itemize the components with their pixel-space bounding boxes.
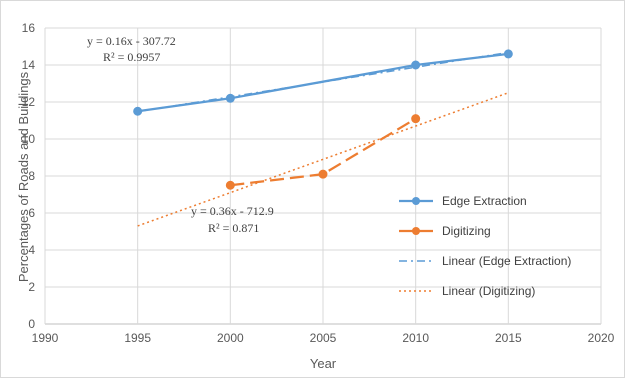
data-point <box>503 49 513 59</box>
edge-trend-equation: y = 0.16x - 307.72 <box>87 34 176 48</box>
x-tick-label: 2015 <box>495 331 522 345</box>
data-point <box>133 106 143 116</box>
data-points <box>133 49 513 190</box>
legend-item-linear-digitizing: Linear (Digitizing) <box>399 284 535 298</box>
trendline-digitizing <box>137 92 509 227</box>
legend-item-linear-edge-extraction: Linear (Edge Extraction) <box>399 254 571 268</box>
legend-marker-digitizing <box>412 227 420 235</box>
legend: Edge Extraction Digitizing Linear (Edge … <box>399 194 571 298</box>
data-point <box>318 169 328 179</box>
y-tick-label: 10 <box>22 132 36 146</box>
y-tick-label: 4 <box>28 243 35 257</box>
x-tick-label: 2010 <box>402 331 429 345</box>
x-tick-label: 2000 <box>217 331 244 345</box>
data-point <box>411 60 421 70</box>
legend-item-edge-extraction: Edge Extraction <box>399 194 527 208</box>
y-axis-title: Percentages of Roads and Buildings <box>16 71 31 282</box>
data-point <box>225 93 235 103</box>
x-tick-label: 2005 <box>310 331 337 345</box>
legend-item-digitizing: Digitizing <box>399 224 491 238</box>
digitizing-trend-equation: y = 0.36x - 712.9 <box>191 204 274 218</box>
y-tick-label: 2 <box>28 280 35 294</box>
data-point <box>411 114 421 124</box>
y-tick-label: 14 <box>22 58 36 72</box>
x-tick-label: 2020 <box>588 331 615 345</box>
legend-label-edge-extraction: Edge Extraction <box>442 194 527 208</box>
edge-trend-r2: R² = 0.9957 <box>103 50 160 64</box>
y-tick-label: 16 <box>22 21 36 35</box>
legend-label-linear-edge-extraction: Linear (Edge Extraction) <box>442 254 571 268</box>
legend-marker-edge-extraction <box>412 197 420 205</box>
x-tick-label: 1990 <box>32 331 59 345</box>
y-tick-label: 12 <box>22 95 36 109</box>
digitizing-trend-r2: R² = 0.871 <box>208 221 259 235</box>
legend-label-linear-digitizing: Linear (Digitizing) <box>442 284 535 298</box>
y-tick-label: 0 <box>28 317 35 331</box>
x-tick-labels: 1990 1995 2000 2005 2010 2015 2020 <box>32 331 615 345</box>
series-line-edge-extraction <box>137 52 509 113</box>
legend-label-digitizing: Digitizing <box>442 224 491 238</box>
y-tick-label: 6 <box>28 206 35 220</box>
y-tick-labels: 0 2 4 6 8 10 12 14 16 <box>22 21 36 331</box>
x-axis-title: Year <box>310 356 337 371</box>
y-tick-label: 8 <box>28 169 35 183</box>
x-tick-label: 1995 <box>124 331 151 345</box>
data-point <box>225 180 235 190</box>
